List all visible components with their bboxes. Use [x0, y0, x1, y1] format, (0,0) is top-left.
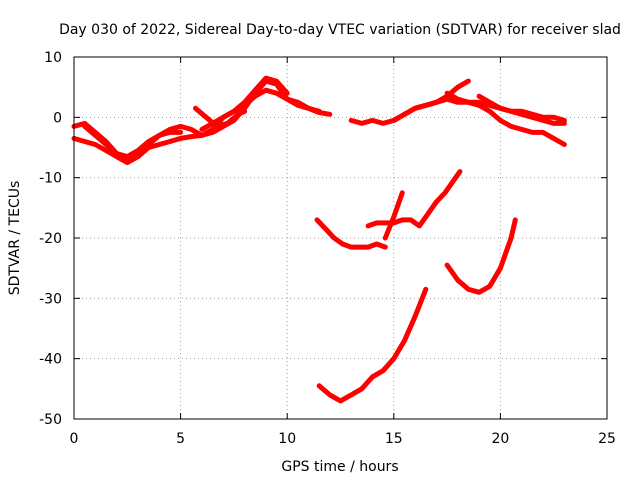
- series-line-track-5: [199, 87, 322, 132]
- y-tick-label: -20: [39, 231, 62, 247]
- series-line-track-7: [391, 78, 471, 123]
- y-tick-label: 0: [53, 110, 62, 126]
- plot-frame: [73, 56, 608, 420]
- series-line-track-4: [193, 105, 248, 129]
- x-tick-label: 20: [491, 431, 509, 447]
- y-tick-label: -10: [39, 171, 62, 187]
- series-line-track-6: [348, 96, 567, 126]
- y-tick-label: -30: [39, 291, 62, 307]
- series-line-track-3: [82, 123, 184, 160]
- series-line-track-13: [444, 217, 518, 295]
- y-tick-label: -40: [39, 352, 62, 368]
- x-tick-label: 10: [278, 431, 296, 447]
- x-tick-label: 15: [385, 431, 403, 447]
- series-layer: [71, 75, 567, 404]
- series-line-track-9: [476, 93, 567, 123]
- y-tick-label: 10: [44, 50, 62, 66]
- series-line-track-11: [365, 169, 463, 229]
- y-tick-label: -50: [39, 412, 62, 428]
- series-line-track-8: [444, 90, 567, 147]
- x-tick-label: 0: [70, 431, 79, 447]
- series-line-track-12: [382, 190, 405, 241]
- series-line-track-10: [314, 217, 388, 250]
- y-axis-label: SDTVAR / TECUs: [7, 181, 23, 296]
- x-axis-label: GPS time / hours: [281, 459, 398, 475]
- x-tick-label: 5: [176, 431, 185, 447]
- chart-title: Day 030 of 2022, Sidereal Day-to-day VTE…: [59, 22, 621, 38]
- series-line-track-14: [316, 286, 429, 404]
- x-tick-label: 25: [598, 431, 616, 447]
